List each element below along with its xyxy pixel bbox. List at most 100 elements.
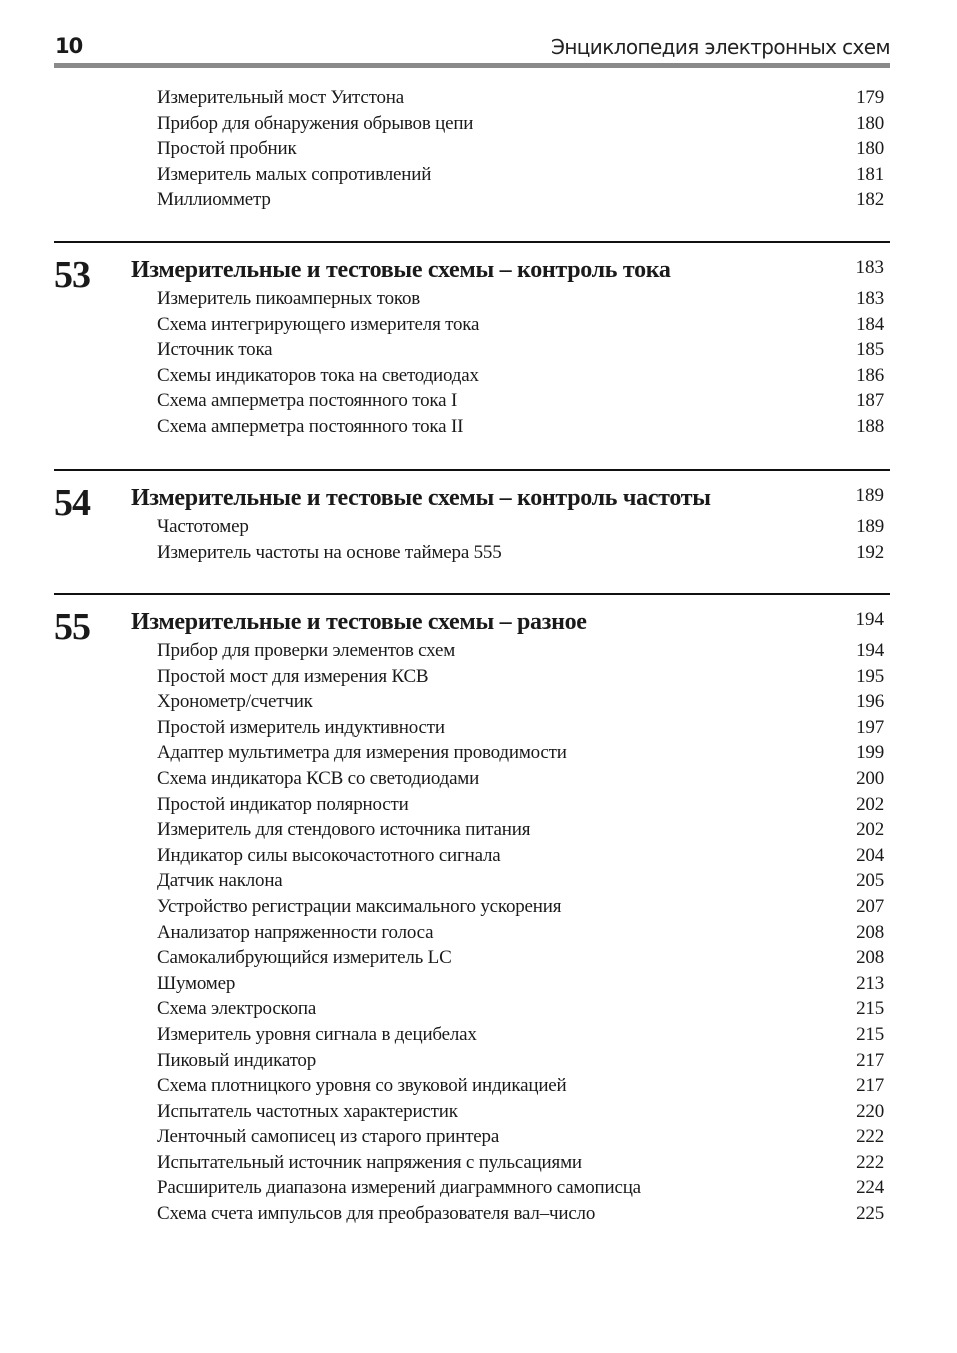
toc-entry: Схема амперметра постоянного тока II 188	[157, 416, 884, 442]
toc-entry-title: Схема амперметра постоянного тока I	[157, 390, 458, 412]
toc-entry: Измерительный мост Уитстона 179	[157, 87, 884, 113]
toc-entry: Пиковый индикатор 217	[157, 1050, 884, 1076]
toc-entry-title: Испытатель частотных характеристик	[157, 1100, 458, 1122]
toc-list: Частотомер 189 Измеритель частоты на основ…	[157, 516, 884, 567]
toc-entry-page: 187	[856, 390, 884, 412]
toc-entry: Адаптер мультиметра для измерения провод…	[157, 742, 884, 768]
toc-entry-page: 180	[856, 112, 884, 134]
toc-entry-title: Измеритель пикоамперных токов	[157, 288, 421, 309]
toc-entry: Испытательный источник напряжения с пуль…	[157, 1152, 884, 1178]
toc-entry-title: Простой измеритель индуктивности	[157, 716, 445, 738]
toc-entry-page: 208	[856, 921, 884, 943]
chapter-title: Измерительные и тестовые схемы – контрол…	[131, 485, 711, 511]
toc-entry-page: 224	[856, 1177, 884, 1199]
header-rule	[54, 63, 890, 68]
toc-entry-page: 202	[856, 793, 884, 815]
toc-entry-title: Пиковый индикатор	[157, 1049, 317, 1071]
toc-entry: Измеритель для стендового источника пита…	[157, 819, 884, 845]
toc-entry-title: Источник тока	[157, 339, 273, 361]
toc-entry-title: Адаптер мультиметра для измерения провод…	[157, 742, 567, 764]
toc-entry-page: 188	[856, 415, 884, 437]
chapter-page: 189	[855, 485, 885, 506]
toc-entry-title: Датчик наклона	[157, 870, 283, 892]
toc-entry-page: 179	[856, 87, 884, 108]
toc-entry-page: 195	[856, 665, 884, 687]
toc-entry-page: 205	[856, 870, 884, 892]
toc-entry-page: 192	[856, 541, 884, 563]
toc-entry-title: Анализатор напряженности голоса	[157, 921, 434, 943]
toc-entry-title: Измеритель для стендового источника пита…	[157, 819, 531, 841]
toc-entry-page: 200	[856, 767, 884, 789]
toc-entry: Миллиомметр 182	[157, 189, 884, 215]
toc-entry-page: 185	[856, 339, 884, 361]
toc-list: Измеритель пикоамперных токов 183 Схема ин…	[157, 288, 884, 442]
toc-entry-page: 207	[856, 895, 884, 917]
toc-entry-page: 215	[856, 998, 884, 1020]
toc-entry-title: Испытательный источник напряжения с пуль…	[157, 1151, 582, 1173]
toc-entry-title: Простой индикатор полярности	[157, 793, 409, 815]
toc-entry-title: Простой мост для измерения КСВ	[157, 665, 429, 687]
toc-entry-title: Ленточный самописец из старого принтера	[157, 1126, 500, 1148]
toc-entry: Датчик наклона 205	[157, 870, 884, 896]
toc-entry-page: 222	[856, 1151, 884, 1173]
toc-entry: Шумомер 213	[157, 973, 884, 999]
chapter-number: 54	[54, 482, 91, 524]
toc-entry-page: 213	[856, 972, 884, 994]
toc-entry: Индикатор силы высокочастотного сигнала 2…	[157, 845, 884, 871]
toc-entry-title: Схемы индикаторов тока на светодиодах	[157, 364, 479, 386]
toc-entry-title: Простой пробник	[157, 138, 297, 160]
toc-entry: Схема интегрирующего измерителя тока 184	[157, 314, 884, 340]
toc-entry-page: 184	[856, 313, 884, 335]
toc-entry-title: Измеритель уровня сигнала в децибелах	[157, 1023, 477, 1045]
toc-entry-title: Схема счета импульсов для преобразовател…	[157, 1203, 596, 1225]
toc-entry-title: Самокалибрующийся измеритель LC	[157, 947, 452, 969]
toc-entry-page: 217	[856, 1075, 884, 1097]
toc-entry-page: 183	[856, 288, 884, 309]
toc-entry-page: 182	[856, 189, 884, 211]
toc-entry-page: 197	[856, 716, 884, 738]
toc-entry-title: Прибор для проверки элементов схем	[157, 640, 456, 661]
toc-entry-title: Измерительный мост Уитстона	[157, 87, 404, 108]
toc-entry-title: Расширитель диапазона измерений диаграмм…	[157, 1177, 641, 1199]
chapter-divider	[54, 241, 890, 243]
toc-entry: Частотомер 189	[157, 516, 884, 542]
toc-entry: Ленточный самописец из старого принтера 2…	[157, 1126, 884, 1152]
toc-entry-title: Частотомер	[157, 516, 249, 537]
toc-entry: Простой мост для измерения КСВ 195	[157, 666, 884, 692]
chapter-heading: Измерительные и тестовые схемы – контрол…	[131, 257, 884, 287]
toc-entry: Простой пробник 180	[157, 138, 884, 164]
toc-entry-title: Схема интегрирующего измерителя тока	[157, 313, 480, 335]
toc-entry-title: Прибор для обнаружения обрывов цепи	[157, 112, 474, 134]
running-header-title: Энциклопедия электронных схем	[550, 35, 891, 59]
chapter-divider	[54, 469, 890, 471]
toc-entry: Измеритель пикоамперных токов 183	[157, 288, 884, 314]
toc-entry: Прибор для проверки элементов схем 194	[157, 640, 884, 666]
page-number: 10	[55, 34, 83, 58]
chapter-number: 53	[54, 254, 91, 296]
toc-entry-page: 208	[856, 947, 884, 969]
chapter-heading: Измерительные и тестовые схемы – разное 1…	[131, 609, 884, 639]
toc-entry-title: Измеритель малых сопротивлений	[157, 163, 432, 185]
toc-entry-page: 180	[856, 138, 884, 160]
toc-entry: Измеритель уровня сигнала в децибелах 215	[157, 1024, 884, 1050]
toc-entry-page: 186	[856, 364, 884, 386]
toc-entry-title: Хронометр/счетчик	[157, 691, 313, 713]
chapter-divider	[54, 593, 890, 595]
toc-entry: Прибор для обнаружения обрывов цепи 180	[157, 113, 884, 139]
toc-entry: Измеритель частоты на основе таймера 555…	[157, 542, 884, 568]
toc-entry-page: 215	[856, 1023, 884, 1045]
chapter-heading: Измерительные и тестовые схемы – контрол…	[131, 485, 884, 515]
toc-entry: Схема индикатора КСВ со светодиодами 200	[157, 768, 884, 794]
toc-entry-page: 217	[856, 1049, 884, 1071]
chapter-55: 55 Измерительные и тестовые схемы – разно…	[54, 593, 890, 1224]
toc-entry: Простой индикатор полярности 202	[157, 794, 884, 820]
toc-entry-title: Устройство регистрации максимального уск…	[157, 895, 562, 917]
toc-entry-page: 181	[856, 163, 884, 185]
toc-entry-title: Схема индикатора КСВ со светодиодами	[157, 767, 480, 789]
chapter-page: 183	[855, 257, 885, 278]
toc-entry-page: 220	[856, 1100, 884, 1122]
toc-entry-page: 225	[856, 1203, 884, 1225]
toc-entry-page: 199	[856, 742, 884, 764]
chapter-title: Измерительные и тестовые схемы – разное	[131, 609, 587, 635]
toc-entry-page: 222	[856, 1126, 884, 1148]
